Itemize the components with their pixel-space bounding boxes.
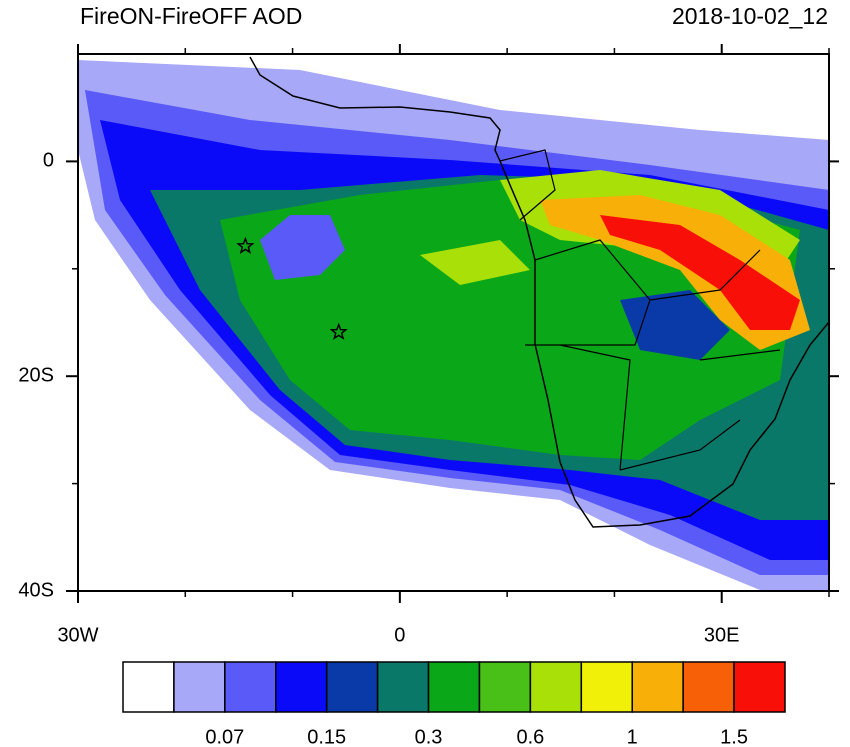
y-tick-label: 0 — [43, 150, 54, 172]
colorbar-box — [173, 661, 226, 713]
y-tick-label: 40S — [18, 579, 54, 601]
colorbar-box — [122, 661, 175, 713]
colorbar-box — [376, 661, 430, 713]
y-tick-label: 20S — [18, 364, 54, 386]
coastline — [249, 56, 830, 528]
aod-region — [600, 215, 800, 330]
colorbar-box — [682, 661, 735, 713]
colorbar-box — [733, 661, 786, 713]
map-title: FireON-FireOFF AOD — [80, 3, 302, 29]
colorbar-box — [478, 661, 532, 713]
x-tick-label: 30W — [57, 624, 98, 646]
aod-field — [78, 60, 829, 590]
colorbar-box — [427, 661, 481, 713]
colorbar-box — [275, 661, 328, 713]
colorbar-label: 0.6 — [516, 726, 544, 747]
colorbar-box — [325, 661, 379, 713]
colorbar-box — [631, 661, 684, 713]
colorbar-label: 0.3 — [415, 726, 443, 747]
x-tick-label: 0 — [394, 624, 405, 646]
map-frame — [77, 53, 830, 592]
aod-region — [260, 215, 345, 280]
colorbar-box — [580, 661, 633, 713]
colorbar-box — [529, 661, 583, 713]
date-label: 2018-10-02_12 — [672, 3, 828, 29]
colorbar-label: 0.15 — [307, 726, 346, 747]
colorbar-box — [224, 661, 277, 713]
aod-region — [420, 240, 530, 285]
x-tick-label: 30E — [704, 624, 740, 646]
borders — [499, 149, 781, 471]
colorbar-label: 1.5 — [720, 726, 748, 747]
colorbar-label: 0.07 — [205, 726, 244, 747]
site-marker — [329, 322, 348, 340]
colorbar-label: 1 — [627, 726, 638, 747]
site-marker — [236, 236, 255, 255]
